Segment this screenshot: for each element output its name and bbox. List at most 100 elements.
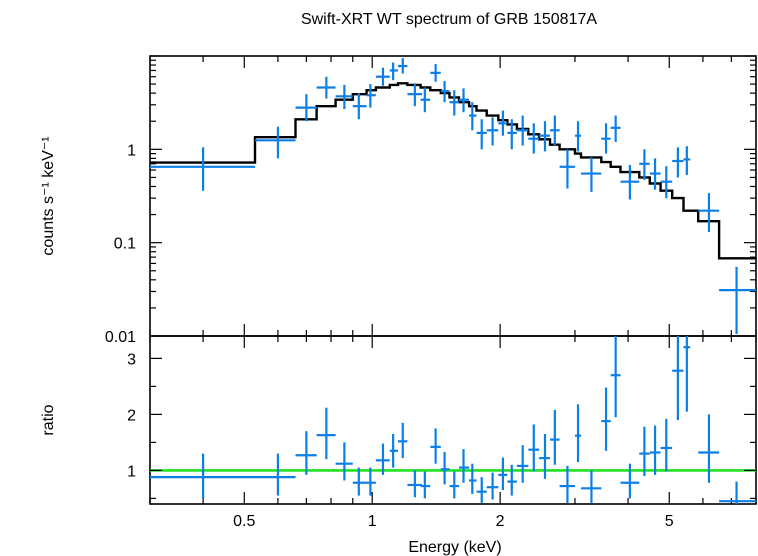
y-tick-label: 1 bbox=[127, 463, 136, 480]
data-point bbox=[559, 149, 575, 189]
data-point bbox=[352, 93, 367, 120]
spectrum-x-ticks bbox=[149, 56, 757, 336]
data-point bbox=[476, 477, 487, 503]
data-point bbox=[507, 119, 517, 150]
data-point bbox=[516, 115, 529, 146]
data-point bbox=[516, 445, 529, 483]
data-point bbox=[549, 115, 560, 146]
x-tick-label: 1 bbox=[368, 513, 377, 530]
data-point bbox=[335, 84, 353, 110]
data-point bbox=[366, 84, 376, 108]
model-step-line bbox=[150, 82, 756, 260]
data-point bbox=[649, 425, 661, 475]
data-point bbox=[316, 76, 336, 99]
data-point bbox=[486, 117, 499, 146]
chart-title: Swift-XRT WT spectrum of GRB 150817A bbox=[301, 11, 597, 28]
data-point bbox=[255, 126, 296, 159]
data-point bbox=[581, 157, 602, 192]
data-point bbox=[549, 409, 560, 465]
data-point bbox=[620, 463, 640, 499]
data-point bbox=[420, 471, 431, 499]
spectrum-y-axis-label: counts s⁻¹ keV⁻¹ bbox=[40, 136, 57, 255]
data-point bbox=[458, 88, 470, 113]
data-point bbox=[610, 115, 621, 142]
data-point bbox=[719, 481, 756, 504]
data-point bbox=[389, 434, 399, 468]
data-point bbox=[449, 471, 459, 499]
data-point bbox=[430, 428, 441, 464]
data-point bbox=[498, 457, 508, 490]
data-point bbox=[476, 119, 487, 150]
data-point bbox=[574, 121, 582, 152]
y-tick-label: 1 bbox=[127, 142, 136, 159]
data-point bbox=[601, 123, 611, 154]
data-point bbox=[601, 387, 611, 451]
ratio-data-points bbox=[150, 336, 756, 504]
x-tick-label: 5 bbox=[665, 513, 674, 530]
data-point bbox=[498, 110, 508, 136]
data-point bbox=[440, 451, 450, 485]
spectrum-panel: 0.01 0.1 1 counts s⁻¹ keV⁻¹ bbox=[40, 55, 757, 346]
ratio-y-axis-label: ratio bbox=[40, 404, 57, 435]
x-tick-label: 2 bbox=[496, 513, 505, 530]
spectrum-y-ticks: 0.01 0.1 1 bbox=[105, 55, 756, 346]
data-point bbox=[398, 422, 408, 459]
data-point bbox=[528, 424, 540, 472]
data-point bbox=[316, 407, 336, 460]
ratio-x-ticks: 0.5 1 2 5 bbox=[149, 336, 757, 530]
data-point bbox=[366, 467, 376, 496]
data-point bbox=[407, 470, 423, 498]
data-point bbox=[389, 62, 399, 81]
x-axis-label: Energy (keV) bbox=[408, 539, 501, 556]
data-point bbox=[539, 434, 550, 479]
data-point bbox=[574, 404, 582, 462]
data-point bbox=[698, 193, 720, 233]
ratio-y-ticks: 1 2 3 bbox=[127, 351, 756, 499]
spectrum-data-points bbox=[150, 58, 756, 335]
data-point bbox=[507, 464, 517, 496]
data-point bbox=[458, 449, 470, 483]
data-point bbox=[719, 266, 756, 335]
data-point bbox=[528, 123, 540, 154]
data-point bbox=[375, 67, 390, 86]
ratio-panel: 0.5 1 2 5 1 2 3 ratio Energy (keV) bbox=[40, 335, 757, 556]
y-tick-label: 0.01 bbox=[105, 329, 136, 346]
data-point bbox=[150, 453, 256, 499]
data-point bbox=[581, 470, 602, 503]
data-point bbox=[639, 149, 650, 180]
data-point bbox=[486, 472, 499, 500]
data-point bbox=[683, 146, 691, 176]
y-tick-label: 0.1 bbox=[114, 236, 136, 253]
data-point bbox=[639, 426, 650, 476]
data-point bbox=[469, 463, 477, 494]
data-point bbox=[449, 90, 459, 116]
data-point bbox=[440, 80, 450, 103]
data-point bbox=[420, 87, 431, 113]
data-point bbox=[672, 336, 684, 420]
data-point bbox=[407, 83, 423, 107]
data-point bbox=[255, 453, 296, 496]
data-point bbox=[430, 64, 441, 82]
y-tick-label: 2 bbox=[127, 407, 136, 424]
data-point bbox=[295, 94, 317, 122]
data-point bbox=[335, 442, 353, 481]
data-point bbox=[559, 465, 575, 503]
data-point bbox=[672, 147, 684, 178]
data-point bbox=[660, 166, 673, 199]
data-point bbox=[683, 336, 691, 412]
data-point bbox=[375, 443, 390, 475]
data-point bbox=[660, 418, 673, 472]
data-point bbox=[610, 336, 621, 418]
x-tick-label: 0.5 bbox=[233, 513, 255, 530]
data-point bbox=[539, 121, 550, 152]
data-point bbox=[698, 414, 720, 483]
data-point bbox=[352, 467, 367, 496]
data-point bbox=[295, 431, 317, 475]
data-point bbox=[398, 58, 408, 74]
data-point bbox=[649, 158, 661, 190]
model-curve bbox=[150, 82, 756, 260]
y-tick-label: 3 bbox=[127, 351, 136, 368]
data-point bbox=[150, 147, 256, 191]
data-point bbox=[620, 164, 640, 200]
